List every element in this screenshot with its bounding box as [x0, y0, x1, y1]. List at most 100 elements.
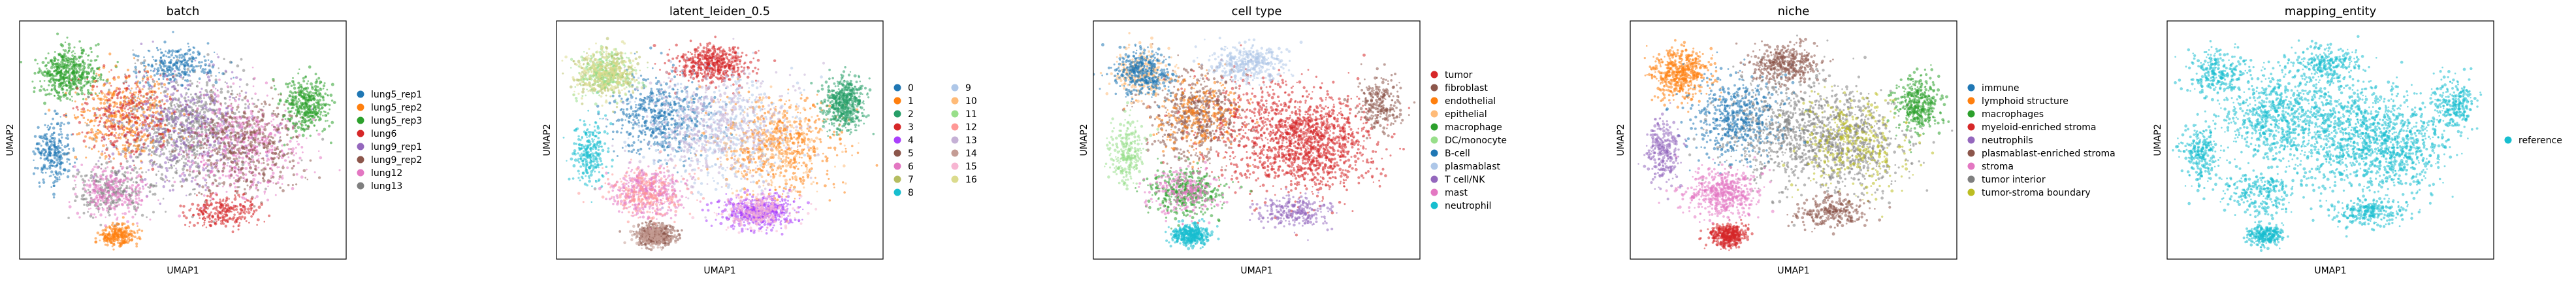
point: [221, 133, 224, 136]
point: [121, 216, 125, 219]
point: [57, 72, 59, 75]
point: [217, 56, 220, 59]
point: [159, 166, 162, 169]
point: [33, 90, 36, 94]
point: [202, 177, 205, 180]
point: [153, 133, 155, 135]
point: [110, 94, 114, 97]
point: [261, 118, 265, 122]
point: [124, 233, 127, 235]
point: [91, 137, 95, 141]
point: [246, 99, 249, 102]
point: [238, 152, 240, 154]
point: [140, 230, 144, 232]
points-lung5_rep3: [20, 32, 119, 105]
point: [80, 49, 83, 52]
point: [179, 148, 182, 151]
point: [306, 98, 309, 101]
point: [134, 65, 137, 69]
point: [122, 189, 126, 193]
point: [276, 106, 279, 110]
point: [135, 91, 137, 94]
point: [184, 158, 187, 161]
point: [107, 125, 110, 128]
point: [101, 173, 105, 177]
point: [46, 93, 49, 96]
point: [72, 65, 76, 68]
point: [212, 132, 214, 134]
point: [158, 114, 161, 116]
point: [185, 92, 188, 95]
point: [201, 139, 204, 141]
point: [44, 113, 47, 115]
point: [212, 207, 214, 210]
point: [110, 69, 112, 71]
point: [84, 145, 88, 148]
point: [298, 89, 301, 92]
point: [193, 46, 196, 50]
point: [78, 120, 82, 124]
point: [148, 190, 152, 193]
point: [105, 239, 108, 243]
point: [242, 176, 245, 179]
point: [127, 122, 131, 126]
point: [157, 128, 160, 131]
point: [221, 151, 224, 154]
point: [217, 139, 219, 142]
point: [240, 58, 243, 61]
point: [222, 150, 225, 152]
point: [133, 153, 135, 156]
point: [236, 186, 239, 188]
point: [250, 215, 253, 218]
point: [267, 141, 271, 145]
point: [316, 99, 319, 101]
point: [251, 149, 253, 151]
point: [287, 99, 289, 101]
point: [204, 184, 207, 187]
point: [96, 132, 100, 135]
point: [115, 132, 118, 134]
point: [56, 164, 59, 167]
point: [258, 140, 261, 143]
point: [219, 88, 223, 91]
point: [286, 119, 289, 123]
point: [325, 115, 328, 116]
point: [288, 114, 292, 117]
point: [246, 121, 249, 124]
point: [138, 90, 142, 94]
point: [295, 183, 298, 186]
point: [287, 117, 289, 120]
point: [192, 141, 195, 144]
point: [139, 119, 141, 122]
point: [65, 55, 67, 58]
point: [231, 201, 234, 203]
point: [87, 72, 90, 75]
point: [197, 157, 199, 160]
point: [231, 146, 234, 150]
point: [317, 150, 320, 152]
point: [155, 107, 159, 109]
point: [197, 213, 201, 217]
point: [90, 131, 93, 133]
point: [52, 196, 56, 199]
point: [82, 97, 85, 101]
point: [151, 164, 154, 167]
point: [113, 101, 116, 103]
point: [198, 82, 201, 84]
point: [293, 112, 296, 115]
point: [93, 112, 97, 115]
point: [90, 147, 93, 150]
point: [99, 90, 103, 93]
point: [274, 88, 277, 91]
point: [150, 158, 153, 162]
point: [297, 109, 300, 113]
point: [152, 139, 154, 143]
point: [52, 173, 55, 176]
point: [203, 221, 206, 224]
point: [268, 214, 271, 217]
point: [52, 185, 56, 188]
point: [256, 218, 260, 222]
point: [231, 111, 234, 115]
point: [244, 103, 247, 106]
point: [304, 76, 307, 79]
